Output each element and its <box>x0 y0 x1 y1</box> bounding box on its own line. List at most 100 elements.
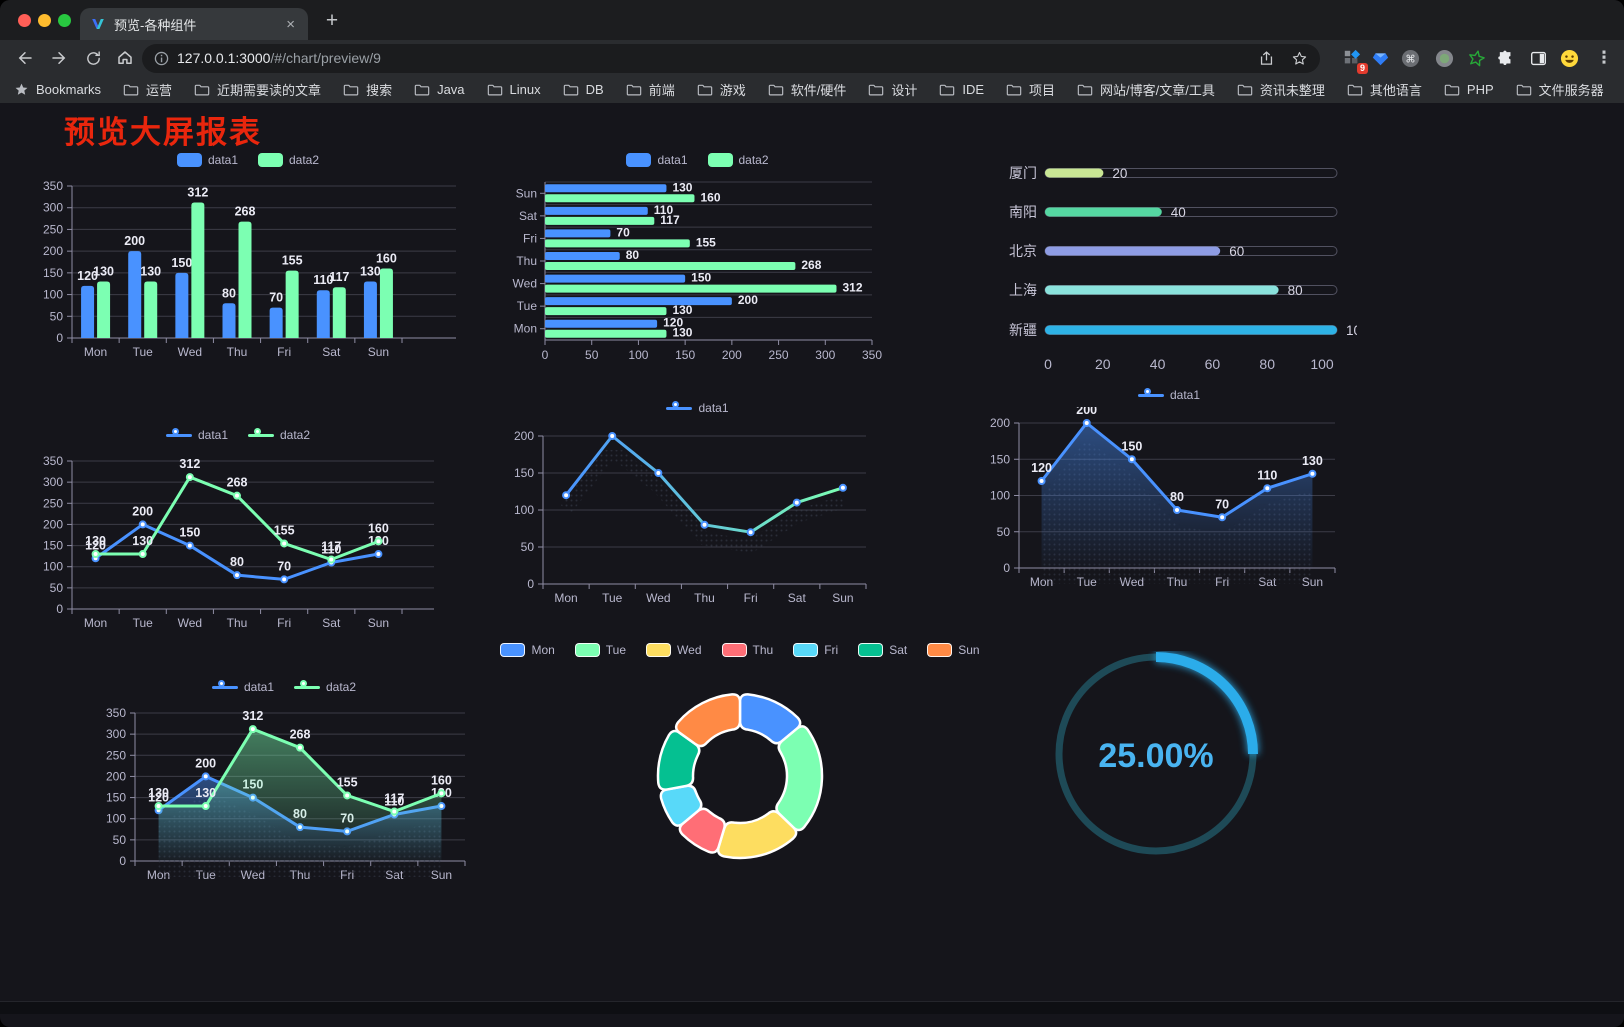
svg-text:130: 130 <box>195 786 216 800</box>
svg-text:50: 50 <box>50 581 64 595</box>
new-tab-button[interactable]: + <box>325 9 339 32</box>
bookmark-folder[interactable]: PHP <box>1444 80 1494 99</box>
url-bar[interactable]: 127.0.0.1:3000/#/chart/preview/9 <box>142 43 1320 73</box>
legend-item[interactable]: data1 <box>666 401 729 415</box>
svg-text:Thu: Thu <box>227 616 248 630</box>
svg-text:Mon: Mon <box>514 322 537 336</box>
bookmark-folder[interactable]: IDE <box>939 80 984 99</box>
svg-text:100: 100 <box>514 503 534 517</box>
forward-icon[interactable] <box>46 45 72 71</box>
svg-text:117: 117 <box>329 270 349 284</box>
chart-donut-pie[interactable]: Mon Tue Wed Thu Fri Sat Sun <box>500 638 980 893</box>
bookmark-folder[interactable]: Java <box>414 80 465 99</box>
svg-text:0: 0 <box>1044 356 1052 372</box>
svg-text:新疆: 新疆 <box>1009 322 1037 338</box>
legend-item[interactable]: Sun <box>927 643 980 657</box>
svg-text:130: 130 <box>140 265 161 279</box>
svg-text:150: 150 <box>106 791 126 805</box>
chart-dual-area-line[interactable]: data1data2050100150200250300350MonTueWed… <box>93 675 475 895</box>
bookmark-folder[interactable]: 网站/博客/文章/工具 <box>1077 80 1215 99</box>
chart-grouped-bar[interactable]: data1 data2 0 50 100 150 200 250 300 350 Mon Tue Wed… <box>28 148 468 368</box>
chart-area-line[interactable]: data1050100150200MonTueWedThuFriSatSun12… <box>983 383 1355 598</box>
legend-item[interactable]: Sat <box>858 643 907 657</box>
bookmark-folder[interactable]: 游戏 <box>697 80 746 99</box>
svg-text:250: 250 <box>43 496 63 510</box>
reload-icon[interactable] <box>80 45 106 71</box>
menu-icon[interactable]: ⋮ <box>1595 48 1613 67</box>
extension-puzzle-icon[interactable] <box>1491 44 1519 72</box>
extension-emoji-icon[interactable] <box>1555 44 1583 72</box>
folder-icon <box>1006 84 1022 95</box>
legend-item[interactable]: data2 <box>294 680 356 694</box>
bookmark-folder[interactable]: 项目 <box>1006 80 1055 99</box>
svg-text:160: 160 <box>376 252 397 266</box>
svg-text:150: 150 <box>1121 439 1142 453</box>
svg-text:300: 300 <box>43 201 63 215</box>
folder-icon <box>1077 84 1093 95</box>
chart-canvas: 0 50 100 150 200 250 300 350 Mon Tue Wed Thu Fri Sat S… <box>513 180 883 362</box>
chart-gradient-line[interactable]: data1 0 50 100 150 200 Mon Tue Wed Thu Fri Sat Sun <box>505 396 890 614</box>
svg-text:Fri: Fri <box>744 591 758 605</box>
legend-item[interactable]: Tue <box>574 643 626 657</box>
legend-item[interactable]: data2 <box>258 153 319 167</box>
extension-recorder-icon[interactable] <box>1430 44 1458 72</box>
bookmark-folder[interactable]: 运营 <box>123 80 172 99</box>
bookmark-folder[interactable]: 近期需要读的文章 <box>194 80 321 99</box>
bookmark-folder[interactable]: 前端 <box>626 80 675 99</box>
pie-slice-Sun <box>674 693 742 748</box>
svg-text:⌘: ⌘ <box>1405 54 1415 65</box>
svg-text:200: 200 <box>990 416 1010 430</box>
traffic-light-zoom[interactable] <box>58 14 71 27</box>
svg-text:北京: 北京 <box>1009 243 1037 259</box>
traffic-light-close[interactable] <box>18 14 31 27</box>
bookmarks-manager[interactable]: Bookmarks <box>14 82 101 97</box>
bookmark-folder[interactable]: 文件服务器 <box>1516 80 1604 99</box>
extension-tabs-icon[interactable]: 9 <box>1338 44 1368 74</box>
legend-item[interactable]: Fri <box>793 643 838 657</box>
browser-tab[interactable]: 预览-各种组件 × <box>80 8 308 40</box>
svg-text:312: 312 <box>179 457 200 471</box>
legend-item[interactable]: data1 <box>1137 388 1200 402</box>
folder-icon <box>1516 84 1531 95</box>
extension-command-icon[interactable]: ⌘ <box>1396 44 1424 72</box>
legend-item[interactable]: data1 <box>165 428 228 442</box>
svg-text:155: 155 <box>696 235 716 249</box>
chart-horizontal-bar[interactable]: data1 data2 0 50 100 150 200 250 300 350 Mon Tue Wed… <box>505 148 890 370</box>
site-info-icon[interactable] <box>154 51 169 66</box>
legend-item[interactable]: data2 <box>248 428 310 442</box>
pie-slice-Tue <box>775 725 824 832</box>
bookmark-folder[interactable]: Linux <box>487 80 541 99</box>
chart-gauge[interactable]: 25.00% <box>1040 651 1272 881</box>
back-icon[interactable] <box>12 45 38 71</box>
bookmark-folder[interactable]: 设计 <box>868 80 917 99</box>
chart-canvas: 25.00% <box>1055 651 1259 855</box>
bookmark-star-icon[interactable] <box>1291 50 1308 67</box>
pie-slice-Sat <box>656 729 701 791</box>
bookmark-folder[interactable]: 软件/硬件 <box>768 80 846 99</box>
legend-item[interactable]: data1 <box>211 680 274 694</box>
legend-item[interactable]: Thu <box>721 643 773 657</box>
extension-gem-icon[interactable] <box>1366 44 1394 72</box>
chart-dual-line[interactable]: data1 data2 0 50 100 150 200 250 300 350 Mon Tue Wed… <box>28 423 448 641</box>
svg-text:350: 350 <box>43 454 63 468</box>
legend-item[interactable]: Mon <box>500 643 555 657</box>
series-data1: 120 200 150 80 70 110 130 <box>85 504 389 584</box>
extension-star-icon[interactable] <box>1462 44 1490 72</box>
legend-item[interactable]: data2 <box>707 153 769 167</box>
bookmark-folder[interactable]: DB <box>563 80 604 99</box>
legend-item[interactable]: data1 <box>176 153 238 167</box>
legend-item[interactable]: Wed <box>646 643 702 657</box>
home-icon[interactable] <box>112 45 138 71</box>
share-icon[interactable] <box>1258 50 1275 67</box>
traffic-light-minimize[interactable] <box>38 14 51 27</box>
bookmark-folder[interactable]: 资讯未整理 <box>1237 80 1325 99</box>
bookmarks-label: Bookmarks <box>36 82 102 97</box>
folder-icon <box>768 84 783 95</box>
svg-text:130: 130 <box>1302 454 1323 468</box>
bookmark-folder[interactable]: 搜索 <box>343 80 392 99</box>
legend-item[interactable]: data1 <box>626 153 688 167</box>
extension-sidepanel-icon[interactable] <box>1524 44 1552 72</box>
chart-progress-bars[interactable]: 厦门 20 南阳 40 北京 60 上海 80 新疆 100 0 20 40 60 80 100 <box>995 153 1357 388</box>
tab-close-icon[interactable]: × <box>286 15 295 33</box>
bookmark-folder[interactable]: 其他语言 <box>1347 80 1422 99</box>
